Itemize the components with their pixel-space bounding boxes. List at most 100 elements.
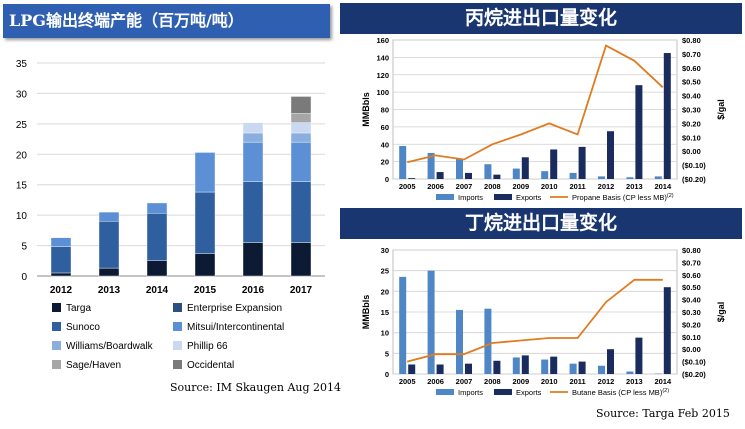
butane-x-tick: 2007 [456,377,473,386]
propane-bar-imports [399,145,407,179]
lpg-legend-label: Williams/Boardwalk [66,341,154,352]
butane-bar-imports [484,308,492,374]
butane-y2-tick: $0.30 [682,308,701,317]
butane-y2-tick: $0.60 [682,271,701,280]
butane-bar-imports [598,365,605,374]
butane-y2-tick: $0.50 [682,283,701,292]
butane-y-tick: 15 [381,308,389,317]
propane-y-tick: 120 [376,71,389,80]
butane-y2-tick: $0.40 [682,296,701,305]
propane-bar-exports [408,178,416,179]
lpg-bar-segment [290,122,312,134]
lpg-bar-segment [194,152,216,193]
butane-bar-exports [663,287,671,374]
propane-y-tick: 0 [385,175,389,184]
butane-basis-line [406,278,663,363]
propane-bar-exports [635,85,643,179]
butane-legend-label: Exports [516,388,542,397]
lpg-legend-swatch [52,303,61,312]
lpg-y-tick: 15 [16,181,28,192]
butane-bar-exports [550,356,558,374]
lpg-bar-segment [146,202,168,214]
propane-y-tick: 40 [381,140,389,149]
lpg-x-tick: 2017 [290,285,313,296]
butane-x-tick: 2006 [427,377,444,386]
propane-bar-imports [512,168,520,179]
butane-bar-imports [399,276,407,374]
lpg-bar-segment [194,191,216,254]
lpg-y-tick: 20 [16,150,28,161]
butane-bar-imports [512,357,520,374]
propane-y2-tick: $0.30 [682,106,701,115]
butane-bar-imports [541,359,549,374]
lpg-bar-segment [290,141,312,182]
propane-y2-label: $/gal [716,99,726,120]
propane-x-tick: 2013 [626,182,643,191]
propane-bar-exports [521,157,529,179]
lpg-bar-segment [290,96,312,114]
propane-bar-imports [484,164,492,179]
propane-x-tick: 2008 [484,182,501,191]
butane-bar-imports [626,371,634,374]
butane-y2-tick: $0.00 [682,345,701,354]
lpg-legend-label: Phillip 66 [187,341,228,352]
lpg-legend-label: Occidental [187,360,234,371]
butane-y2-label: $/gal [716,302,726,323]
lpg-bar-segment [50,237,72,247]
propane-legend-swatch [494,194,512,200]
lpg-bar-segment [146,260,168,277]
lpg-bar-segment [98,211,120,222]
propane-bar-imports [569,172,577,179]
butane-x-tick: 2008 [484,377,501,386]
lpg-bar-segment [242,242,264,277]
propane-bar-exports [663,53,671,179]
butane-y-tick: 20 [381,287,389,296]
lpg-legend-swatch [173,360,182,369]
butane-bar-exports [521,355,529,374]
butane-bar-exports [465,363,472,374]
propane-y2-tick: $0.40 [682,92,701,101]
butane-legend-swatch [436,389,454,395]
butane-x-tick: 2009 [512,377,529,386]
butane-y-tick: 0 [385,370,389,379]
lpg-y-tick: 25 [16,120,28,131]
propane-legend-label: Propane Basis (CP less MB)(2) [572,193,674,202]
butane-bar-exports [578,361,586,374]
butane-y-tick: 25 [381,267,389,276]
butane-x-tick: 2010 [541,377,558,386]
propane-x-tick: 2007 [456,182,473,191]
propane-y2-tick: $0.10 [682,133,701,142]
butane-y-tick: 5 [385,349,389,358]
lpg-legend-label: Enterprise Expansion [187,303,282,314]
butane-legend-label: Butane Basis (CP less MB)(2) [572,388,669,397]
propane-bar-imports [626,177,634,179]
butane-x-tick: 2005 [399,377,416,386]
propane-bar-imports [456,159,463,179]
propane-x-tick: 2010 [541,182,558,191]
propane-y2-tick: $0.20 [682,119,701,128]
propane-bar-exports [465,172,472,179]
propane-y-tick: 140 [376,53,389,62]
propane-y-tick: 20 [381,158,389,167]
butane-x-tick: 2013 [626,377,643,386]
lpg-bar-segment [242,122,264,134]
lpg-x-tick: 2016 [242,285,265,296]
butane-y2-tick: $0.10 [682,333,701,342]
butane-bar-exports [635,337,643,374]
lpg-source: Source: IM Skaugen Aug 2014 [170,381,342,394]
propane-x-tick: 2006 [427,182,444,191]
butane-x-tick: 2011 [569,377,585,386]
lpg-x-tick: 2014 [146,285,169,296]
propane-bar-imports [654,176,662,179]
propane-y2-tick: ($0.20) [682,175,706,184]
propane-legend-label: Exports [516,193,542,202]
propane-y2-tick: $0.50 [682,78,701,87]
butane-title: 丁烷进出口量变化 [340,208,742,239]
propane-bar-imports [427,152,435,179]
lpg-y-tick: 30 [16,89,28,100]
lpg-legend-swatch [173,341,182,350]
butane-y2-tick: $0.80 [682,246,701,255]
propane-title: 丙烷进出口量变化 [340,3,742,34]
propane-y2-tick: $0.80 [682,36,701,45]
butane-bar-exports [607,349,614,374]
